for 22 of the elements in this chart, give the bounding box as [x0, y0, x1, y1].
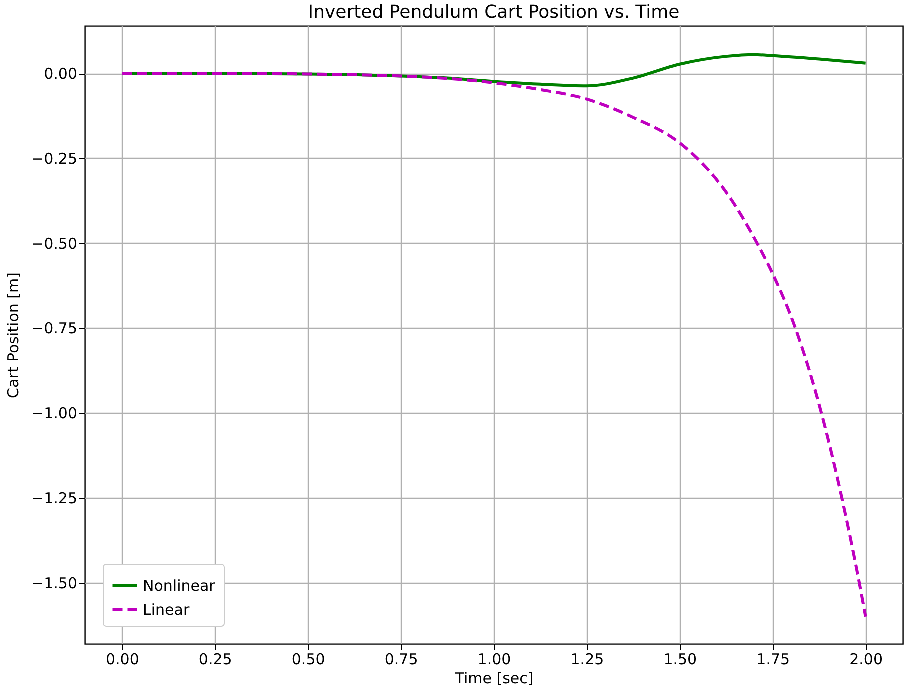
y-tick-label: −1.50	[32, 574, 78, 592]
y-tick-label: −0.75	[32, 320, 78, 338]
y-tick-label: 0.00	[44, 65, 78, 84]
line-series	[120, 72, 868, 618]
x-tick-label: 1.00	[478, 650, 512, 668]
y-tick-label: −1.25	[32, 489, 78, 508]
x-tick-label: 1.50	[664, 650, 698, 668]
y-tick-label: −0.25	[32, 150, 78, 168]
y-tick-label: −1.00	[32, 404, 78, 423]
x-tick-label: 0.25	[198, 650, 232, 668]
chart-title: Inverted Pendulum Cart Position vs. Time	[308, 2, 680, 23]
x-tick-label: 2.00	[850, 650, 884, 668]
x-tick-label: 0.75	[384, 650, 418, 668]
x-axis-title: Time [sec]	[454, 670, 534, 688]
x-tick-label: 0.00	[106, 650, 140, 668]
x-tick-label: 1.25	[570, 650, 604, 668]
y-axis-title: Cart Position [m]	[4, 272, 23, 398]
x-tick-label: 0.50	[292, 650, 326, 668]
legend-label: Linear	[143, 601, 190, 619]
x-tick-label: 1.75	[756, 650, 790, 668]
y-tick-label: −0.50	[32, 234, 78, 253]
legend-label: Nonlinear	[143, 577, 216, 595]
